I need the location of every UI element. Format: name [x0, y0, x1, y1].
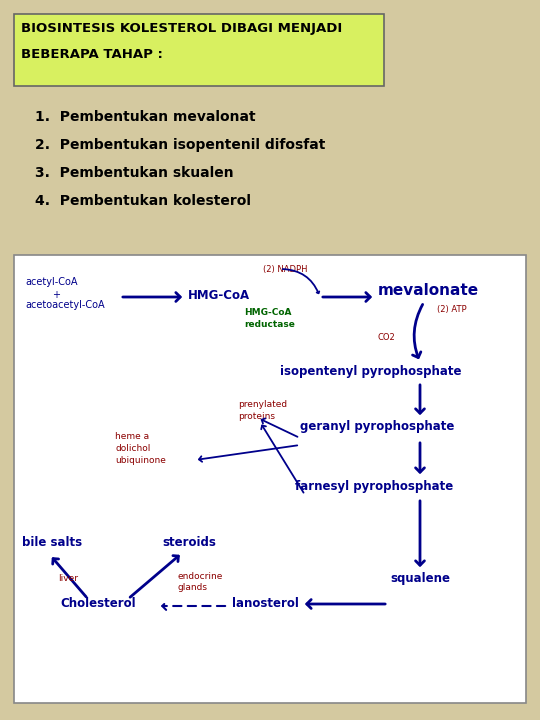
- Text: +: +: [52, 290, 60, 300]
- Text: acetoacetyl-CoA: acetoacetyl-CoA: [25, 300, 105, 310]
- Text: farnesyl pyrophosphate: farnesyl pyrophosphate: [295, 480, 453, 493]
- Text: endocrine: endocrine: [178, 572, 224, 581]
- Text: bile salts: bile salts: [22, 536, 82, 549]
- Text: (2) ATP: (2) ATP: [437, 305, 467, 314]
- FancyBboxPatch shape: [14, 255, 526, 703]
- Text: 2.  Pembentukan isopentenil difosfat: 2. Pembentukan isopentenil difosfat: [35, 138, 326, 152]
- Text: reductase: reductase: [244, 320, 295, 329]
- Text: CO2: CO2: [378, 333, 396, 342]
- Text: HMG-CoA: HMG-CoA: [244, 308, 292, 317]
- Text: lanosterol: lanosterol: [232, 597, 299, 610]
- Text: steroids: steroids: [162, 536, 216, 549]
- Text: dolichol: dolichol: [115, 444, 150, 453]
- Text: heme a: heme a: [115, 432, 149, 441]
- Text: Cholesterol: Cholesterol: [60, 597, 136, 610]
- Text: HMG-CoA: HMG-CoA: [188, 289, 250, 302]
- Text: glands: glands: [178, 583, 208, 592]
- Text: mevalonate: mevalonate: [378, 283, 479, 298]
- Text: squalene: squalene: [390, 572, 450, 585]
- Text: acetyl-CoA: acetyl-CoA: [25, 277, 78, 287]
- Text: BIOSINTESIS KOLESTEROL DIBAGI MENJADI: BIOSINTESIS KOLESTEROL DIBAGI MENJADI: [21, 22, 342, 35]
- Text: BEBERAPA TAHAP :: BEBERAPA TAHAP :: [21, 48, 163, 61]
- Text: proteins: proteins: [238, 412, 275, 421]
- FancyBboxPatch shape: [14, 14, 384, 86]
- Text: (2) NADPH: (2) NADPH: [263, 265, 307, 274]
- Text: prenylated: prenylated: [238, 400, 287, 409]
- Text: 1.  Pembentukan mevalonat: 1. Pembentukan mevalonat: [35, 110, 255, 124]
- Text: 3.  Pembentukan skualen: 3. Pembentukan skualen: [35, 166, 234, 180]
- Text: isopentenyl pyrophosphate: isopentenyl pyrophosphate: [280, 365, 462, 378]
- Text: 4.  Pembentukan kolesterol: 4. Pembentukan kolesterol: [35, 194, 251, 208]
- Text: ubiquinone: ubiquinone: [115, 456, 166, 465]
- Text: geranyl pyrophosphate: geranyl pyrophosphate: [300, 420, 454, 433]
- Text: liver: liver: [58, 574, 78, 583]
